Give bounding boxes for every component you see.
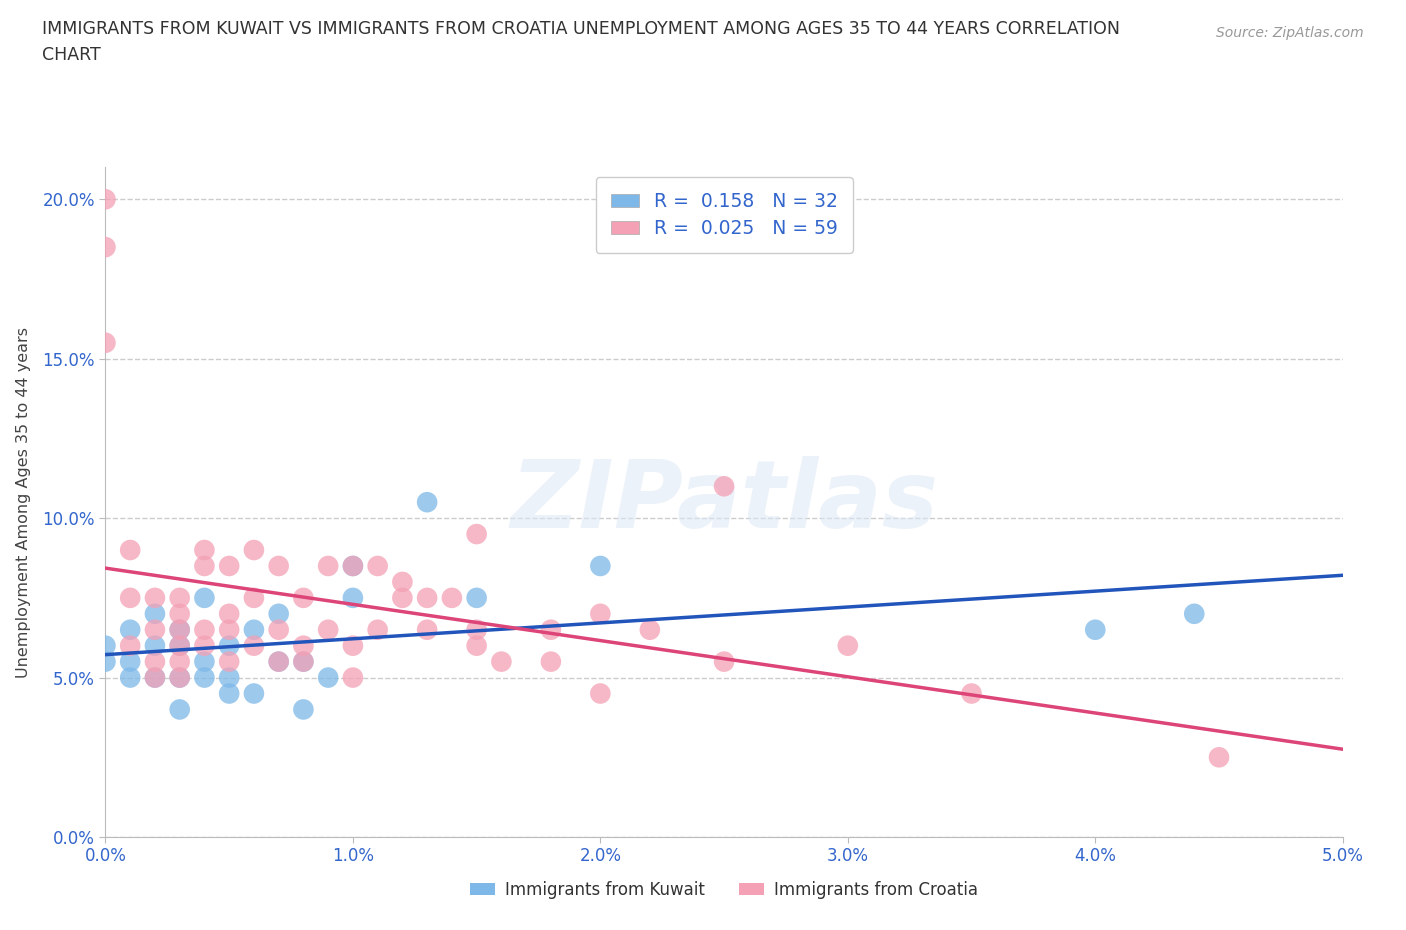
Point — [292, 654, 315, 669]
Point — [589, 686, 612, 701]
Point — [169, 638, 191, 653]
Point — [120, 638, 142, 653]
Point — [169, 671, 191, 685]
Point — [292, 638, 315, 653]
Point — [243, 622, 266, 637]
Point — [218, 638, 240, 653]
Point — [143, 606, 166, 621]
Point — [120, 542, 142, 557]
Point — [169, 622, 191, 637]
Point — [589, 559, 612, 574]
Point — [540, 622, 562, 637]
Point — [193, 622, 215, 637]
Point — [143, 654, 166, 669]
Point — [94, 240, 117, 255]
Point — [491, 654, 513, 669]
Point — [120, 671, 142, 685]
Point — [367, 559, 389, 574]
Point — [292, 654, 315, 669]
Point — [94, 336, 117, 351]
Text: Source: ZipAtlas.com: Source: ZipAtlas.com — [1216, 26, 1364, 40]
Point — [267, 654, 290, 669]
Point — [1084, 622, 1107, 637]
Point — [218, 606, 240, 621]
Point — [169, 622, 191, 637]
Point — [193, 654, 215, 669]
Point — [193, 591, 215, 605]
Point — [342, 591, 364, 605]
Point — [342, 559, 364, 574]
Point — [169, 702, 191, 717]
Point — [416, 591, 439, 605]
Point — [169, 654, 191, 669]
Point — [143, 671, 166, 685]
Y-axis label: Unemployment Among Ages 35 to 44 years: Unemployment Among Ages 35 to 44 years — [17, 326, 31, 678]
Point — [143, 622, 166, 637]
Point — [465, 638, 488, 653]
Point — [638, 622, 661, 637]
Point — [218, 671, 240, 685]
Point — [243, 591, 266, 605]
Point — [94, 192, 117, 206]
Point — [465, 526, 488, 541]
Point — [243, 638, 266, 653]
Point — [193, 638, 215, 653]
Text: ZIPatlas: ZIPatlas — [510, 457, 938, 548]
Point — [218, 654, 240, 669]
Point — [342, 559, 364, 574]
Point — [292, 591, 315, 605]
Point — [1208, 750, 1230, 764]
Point — [143, 671, 166, 685]
Point — [120, 654, 142, 669]
Point — [169, 638, 191, 653]
Point — [243, 686, 266, 701]
Point — [267, 622, 290, 637]
Point — [465, 591, 488, 605]
Point — [367, 622, 389, 637]
Point — [713, 479, 735, 494]
Point — [193, 671, 215, 685]
Point — [391, 575, 413, 590]
Point — [465, 622, 488, 637]
Point — [243, 542, 266, 557]
Point — [267, 606, 290, 621]
Point — [94, 654, 117, 669]
Point — [218, 559, 240, 574]
Point — [960, 686, 983, 701]
Point — [416, 495, 439, 510]
Point — [267, 654, 290, 669]
Point — [193, 559, 215, 574]
Point — [342, 671, 364, 685]
Point — [292, 702, 315, 717]
Point — [120, 591, 142, 605]
Point — [218, 622, 240, 637]
Point — [837, 638, 859, 653]
Point — [94, 638, 117, 653]
Point — [713, 654, 735, 669]
Text: CHART: CHART — [42, 46, 101, 64]
Point — [316, 622, 339, 637]
Point — [342, 638, 364, 653]
Point — [1182, 606, 1205, 621]
Point — [193, 542, 215, 557]
Point — [316, 559, 339, 574]
Point — [416, 622, 439, 637]
Point — [589, 606, 612, 621]
Point — [169, 606, 191, 621]
Point — [540, 654, 562, 669]
Point — [218, 686, 240, 701]
Point — [391, 591, 413, 605]
Point — [120, 622, 142, 637]
Point — [440, 591, 463, 605]
Point — [143, 591, 166, 605]
Text: IMMIGRANTS FROM KUWAIT VS IMMIGRANTS FROM CROATIA UNEMPLOYMENT AMONG AGES 35 TO : IMMIGRANTS FROM KUWAIT VS IMMIGRANTS FRO… — [42, 20, 1121, 38]
Point — [169, 591, 191, 605]
Legend: Immigrants from Kuwait, Immigrants from Croatia: Immigrants from Kuwait, Immigrants from … — [464, 874, 984, 906]
Point — [316, 671, 339, 685]
Point — [267, 559, 290, 574]
Point — [169, 671, 191, 685]
Point — [143, 638, 166, 653]
